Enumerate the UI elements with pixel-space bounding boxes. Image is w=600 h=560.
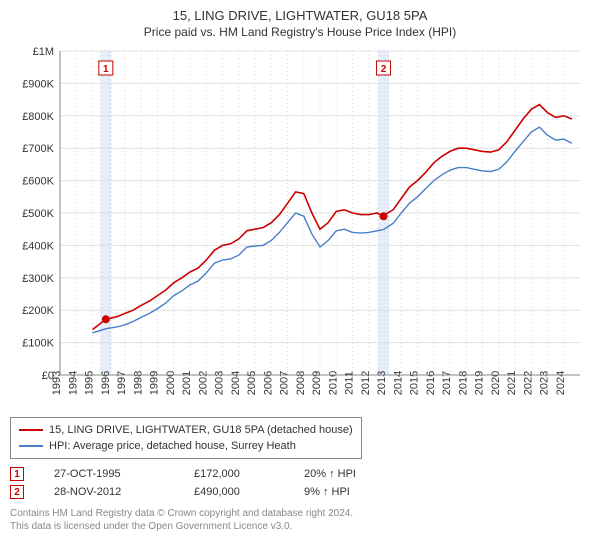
svg-text:1997: 1997 [116, 371, 128, 395]
svg-text:2024: 2024 [555, 371, 567, 395]
legend-swatch [19, 429, 43, 431]
svg-text:1999: 1999 [149, 371, 161, 395]
svg-text:2022: 2022 [522, 371, 534, 395]
svg-text:£600K: £600K [22, 176, 54, 188]
svg-text:2021: 2021 [506, 371, 518, 395]
svg-text:2014: 2014 [392, 371, 404, 395]
transaction-marker: 2 [10, 485, 24, 499]
license-line: This data is licensed under the Open Gov… [10, 520, 590, 533]
transaction-marker: 1 [10, 467, 24, 481]
svg-text:2008: 2008 [295, 371, 307, 395]
svg-text:2023: 2023 [539, 371, 551, 395]
transaction-row: 1 27-OCT-1995 £172,000 20% ↑ HPI [10, 465, 590, 483]
license-line: Contains HM Land Registry data © Crown c… [10, 507, 590, 520]
transaction-delta: 20% ↑ HPI [304, 468, 356, 480]
svg-text:2001: 2001 [181, 371, 193, 395]
svg-text:1998: 1998 [132, 371, 144, 395]
svg-text:1994: 1994 [67, 371, 79, 395]
svg-text:2009: 2009 [311, 371, 323, 395]
svg-text:2005: 2005 [246, 371, 258, 395]
svg-text:2013: 2013 [376, 371, 388, 395]
svg-text:2: 2 [381, 64, 387, 75]
svg-text:2015: 2015 [409, 371, 421, 395]
svg-text:2007: 2007 [279, 371, 291, 395]
legend: 15, LING DRIVE, LIGHTWATER, GU18 5PA (de… [10, 417, 362, 459]
license-text: Contains HM Land Registry data © Crown c… [10, 507, 590, 533]
svg-text:£300K: £300K [22, 273, 54, 285]
chart-plot-area: £0£100K£200K£300K£400K£500K£600K£700K£80… [10, 45, 590, 413]
svg-text:1995: 1995 [84, 371, 96, 395]
svg-text:2000: 2000 [165, 371, 177, 395]
svg-text:£700K: £700K [22, 143, 54, 155]
transaction-price: £172,000 [194, 468, 274, 480]
transaction-date: 28-NOV-2012 [54, 486, 164, 498]
legend-label: 15, LING DRIVE, LIGHTWATER, GU18 5PA (de… [49, 424, 353, 436]
svg-text:£1M: £1M [33, 46, 54, 58]
transaction-date: 27-OCT-1995 [54, 468, 164, 480]
svg-text:1: 1 [103, 64, 109, 75]
svg-text:2019: 2019 [474, 371, 486, 395]
svg-text:1993: 1993 [51, 371, 63, 395]
legend-item: HPI: Average price, detached house, Surr… [19, 438, 353, 454]
chart-subtitle: Price paid vs. HM Land Registry's House … [10, 25, 590, 39]
svg-text:2003: 2003 [214, 371, 226, 395]
chart-container: 15, LING DRIVE, LIGHTWATER, GU18 5PA Pri… [0, 0, 600, 560]
svg-text:2017: 2017 [441, 371, 453, 395]
svg-text:2016: 2016 [425, 371, 437, 395]
transaction-row: 2 28-NOV-2012 £490,000 9% ↑ HPI [10, 483, 590, 501]
svg-text:2010: 2010 [327, 371, 339, 395]
svg-text:2020: 2020 [490, 371, 502, 395]
legend-label: HPI: Average price, detached house, Surr… [49, 440, 296, 452]
svg-text:£200K: £200K [22, 305, 54, 317]
svg-text:2006: 2006 [262, 371, 274, 395]
svg-text:2018: 2018 [457, 371, 469, 395]
svg-text:2002: 2002 [197, 371, 209, 395]
svg-text:£400K: £400K [22, 240, 54, 252]
transaction-delta: 9% ↑ HPI [304, 486, 350, 498]
svg-text:£800K: £800K [22, 111, 54, 123]
svg-text:£500K: £500K [22, 208, 54, 220]
svg-text:£100K: £100K [22, 338, 54, 350]
svg-text:2004: 2004 [230, 371, 242, 395]
chart-title: 15, LING DRIVE, LIGHTWATER, GU18 5PA [10, 8, 590, 23]
legend-item: 15, LING DRIVE, LIGHTWATER, GU18 5PA (de… [19, 422, 353, 438]
line-chart-svg: £0£100K£200K£300K£400K£500K£600K£700K£80… [10, 45, 590, 413]
legend-swatch [19, 445, 43, 447]
svg-text:£900K: £900K [22, 78, 54, 90]
transaction-price: £490,000 [194, 486, 274, 498]
svg-text:1996: 1996 [100, 371, 112, 395]
svg-text:2012: 2012 [360, 371, 372, 395]
transaction-table: 1 27-OCT-1995 £172,000 20% ↑ HPI 2 28-NOV-201… [10, 465, 590, 501]
